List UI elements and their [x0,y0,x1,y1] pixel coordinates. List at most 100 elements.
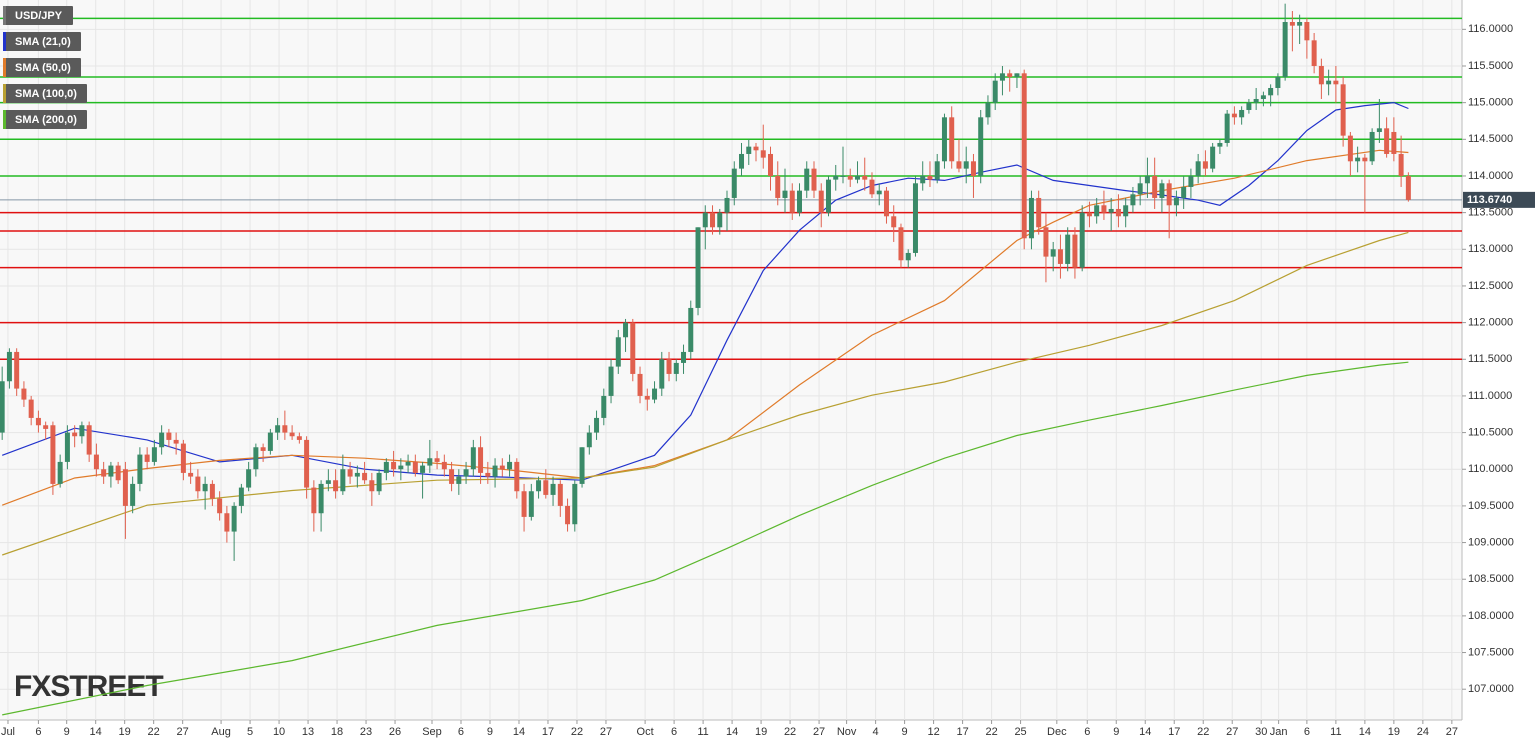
x-tick-label: 24 [1417,726,1429,738]
candle-body [1347,135,1353,162]
candle-body [1340,84,1346,136]
levels [0,17,1462,361]
candle-body [637,373,643,396]
legend-label: SMA (21,0) [15,36,71,48]
candle-body [420,465,426,473]
x-tick-label: 6 [1304,726,1310,738]
candle-body [376,472,382,492]
y-tick-label: 107.0000 [1468,683,1514,695]
candle-body [1086,212,1092,217]
x-tick-label: 22 [985,726,997,738]
candle-body [695,227,701,308]
y-tick-label: 116.0000 [1468,23,1513,35]
candle-body [260,447,266,451]
x-tick-label: 26 [389,726,401,738]
candle-body [449,469,455,484]
candle-body [978,117,984,176]
candle-body [586,432,592,448]
candle-body [1355,157,1361,162]
candle-body [1152,175,1158,198]
candle-body [876,190,882,195]
candle-body [608,366,614,396]
legend-swatch [3,84,6,103]
candle-body [28,399,34,418]
legend-box [3,58,81,77]
candle-body [267,432,273,451]
candle-body [1282,21,1288,77]
y-tick-label: 110.5000 [1468,426,1513,438]
legend-swatch [3,58,6,77]
candle-body [825,179,831,213]
candle-body [1326,80,1332,85]
x-tick-label: 5 [247,726,253,738]
x-tick-label: 11 [697,726,708,738]
x-tick-label: 9 [1113,726,1119,738]
candle-body [1195,161,1201,176]
candle-body [166,432,172,440]
candle-body [1115,208,1121,217]
y-tick-label: 109.5000 [1468,500,1514,512]
x-tick-label: 27 [600,726,612,738]
candle-body [507,461,513,470]
sma-line [2,231,1409,556]
legend-label: SMA (50,0) [15,62,71,74]
candle-body [528,491,534,517]
candle-body [1318,65,1324,85]
candle-body [1144,175,1150,184]
x-tick-label: Aug [211,726,231,738]
candle-body [195,476,201,492]
x-tick-label: Oct [637,726,654,738]
candle-body [630,322,636,374]
candle-body [427,458,433,466]
candle-body [999,73,1005,81]
candle-body [1246,102,1252,110]
candle-body [789,190,795,213]
candle-body [43,425,49,429]
candle-body [1202,161,1208,169]
candle-body [470,447,476,470]
candle-body [304,439,310,488]
candle-body [782,190,788,198]
y-tick-label: 109.0000 [1468,536,1514,548]
y-tick-label: 112.5000 [1468,280,1513,292]
candle-body [0,381,5,433]
candle-body [1188,175,1194,187]
candle-body [514,461,520,492]
candle-body [688,307,694,352]
candle-body [224,513,230,532]
candle-body [652,388,658,400]
y-tick-label: 108.5000 [1468,573,1514,585]
x-tick-label: 14 [726,726,738,738]
x-tick-label: 6 [458,726,464,738]
candle-body [1036,197,1042,228]
y-tick-label: 115.5000 [1468,60,1513,72]
candle-body [463,469,469,477]
candle-body [673,362,679,374]
candle-body [644,395,650,400]
candle-body [1079,212,1085,268]
candle-body [1253,98,1259,103]
y-tick-label: 113.0000 [1468,243,1513,255]
candle-body [891,216,897,228]
candle-body [854,175,860,180]
candle-body [1304,21,1310,41]
candle-body [1311,40,1317,66]
x-tick-label: 14 [90,726,102,738]
x-tick-label: 19 [119,726,131,738]
candle-body [340,469,346,492]
candle-body [1297,21,1303,26]
candle-body [1384,128,1390,154]
candle-body [311,487,317,514]
candle-body [79,425,85,437]
candle-body [354,472,360,477]
candle-body [804,168,810,191]
candle-body [1369,131,1375,162]
x-tick-label: 19 [1388,726,1400,738]
candle-body [130,483,136,506]
candle-body [6,351,12,382]
candle-body [398,465,404,470]
candle-body [862,175,868,180]
candle-body [289,432,295,437]
x-tick-label: Jul [1,726,15,738]
y-tick-label: 112.0000 [1468,317,1513,329]
